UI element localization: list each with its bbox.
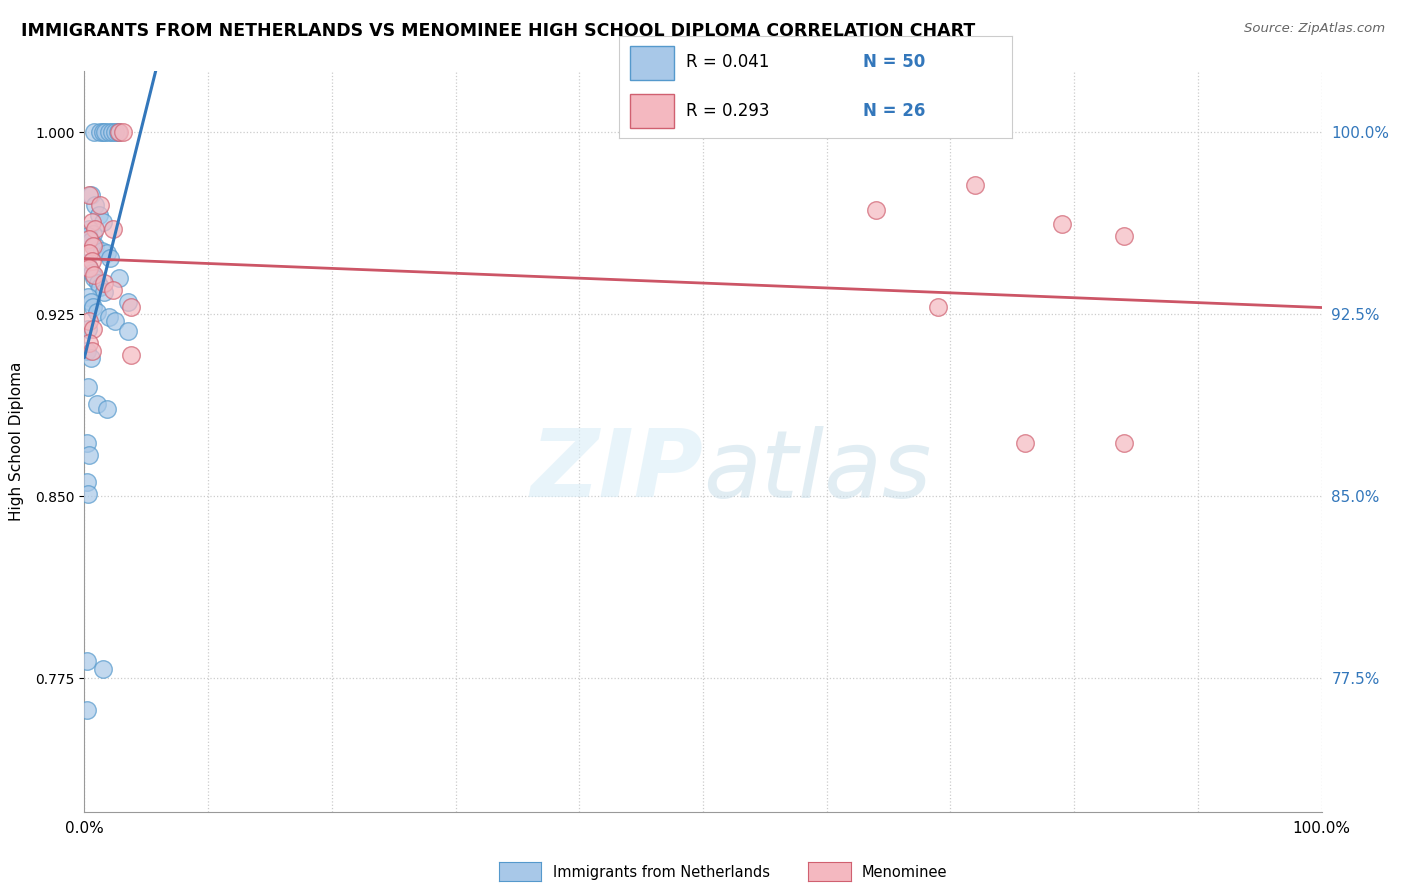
Point: [79, 234, 101, 248]
Point: [1014, 435, 1036, 450]
Point: [82, 239, 104, 253]
Point: [76, 654, 98, 668]
Point: [86, 304, 108, 318]
Point: [77, 229, 100, 244]
Point: [100, 125, 122, 139]
Point: [120, 300, 142, 314]
Point: [79, 188, 101, 202]
Text: Source: ZipAtlas.com: Source: ZipAtlas.com: [1244, 22, 1385, 36]
Point: [96, 401, 118, 416]
Point: [79, 351, 101, 365]
Point: [1050, 217, 1073, 231]
Point: [80, 215, 103, 229]
Text: Menominee: Menominee: [862, 865, 948, 880]
Point: [117, 295, 139, 310]
Point: [93, 285, 115, 300]
Point: [90, 244, 112, 258]
Point: [101, 283, 124, 297]
Point: [98, 125, 121, 139]
Point: [89, 198, 111, 212]
Point: [82, 300, 104, 314]
Point: [77, 321, 100, 335]
Point: [98, 252, 121, 266]
Point: [79, 448, 101, 462]
Point: [76, 256, 98, 270]
Point: [79, 314, 101, 328]
Point: [96, 246, 118, 260]
Point: [94, 125, 117, 139]
Point: [89, 125, 111, 139]
Point: [79, 260, 101, 275]
Point: [77, 487, 100, 501]
Point: [83, 268, 105, 283]
Point: [79, 260, 101, 275]
Point: [77, 380, 100, 394]
Point: [79, 336, 101, 351]
Text: N = 50: N = 50: [863, 54, 925, 71]
Point: [107, 125, 129, 139]
Point: [104, 125, 127, 139]
Point: [79, 246, 101, 260]
Point: [77, 290, 100, 304]
Text: R = 0.293: R = 0.293: [686, 102, 769, 120]
Point: [101, 222, 124, 236]
Point: [104, 314, 127, 328]
Point: [79, 222, 101, 236]
Point: [83, 270, 105, 285]
Point: [80, 266, 103, 280]
Point: [82, 227, 104, 241]
Point: [76, 343, 98, 358]
Point: [111, 125, 134, 139]
Point: [865, 202, 887, 217]
Point: [91, 125, 114, 139]
Point: [83, 125, 105, 139]
Point: [79, 188, 101, 202]
Point: [79, 295, 101, 310]
Point: [84, 198, 107, 212]
Point: [76, 475, 98, 489]
Y-axis label: High School Diploma: High School Diploma: [8, 362, 24, 521]
Point: [108, 270, 131, 285]
Point: [80, 343, 103, 358]
FancyBboxPatch shape: [630, 95, 673, 128]
Point: [1112, 435, 1135, 450]
Point: [93, 276, 115, 290]
FancyBboxPatch shape: [630, 46, 673, 79]
Point: [89, 208, 111, 222]
Text: atlas: atlas: [703, 425, 931, 516]
Point: [84, 222, 107, 236]
Text: IMMIGRANTS FROM NETHERLANDS VS MENOMINEE HIGH SCHOOL DIPLOMA CORRELATION CHART: IMMIGRANTS FROM NETHERLANDS VS MENOMINEE…: [21, 22, 976, 40]
Point: [91, 215, 114, 229]
Text: ZIP: ZIP: [530, 425, 703, 517]
Point: [76, 435, 98, 450]
Text: Immigrants from Netherlands: Immigrants from Netherlands: [553, 865, 769, 880]
Point: [98, 310, 121, 324]
Point: [117, 324, 139, 338]
Point: [120, 348, 142, 362]
Text: R = 0.041: R = 0.041: [686, 54, 769, 71]
Point: [108, 125, 131, 139]
Point: [91, 661, 114, 675]
Point: [87, 276, 110, 290]
Point: [80, 253, 103, 268]
Point: [79, 232, 101, 246]
Point: [84, 239, 107, 253]
Point: [1112, 229, 1135, 244]
Point: [82, 321, 104, 335]
Point: [89, 280, 111, 294]
Point: [76, 703, 98, 717]
Text: N = 26: N = 26: [863, 102, 925, 120]
Point: [86, 397, 108, 411]
Point: [927, 300, 949, 314]
Point: [965, 178, 987, 193]
